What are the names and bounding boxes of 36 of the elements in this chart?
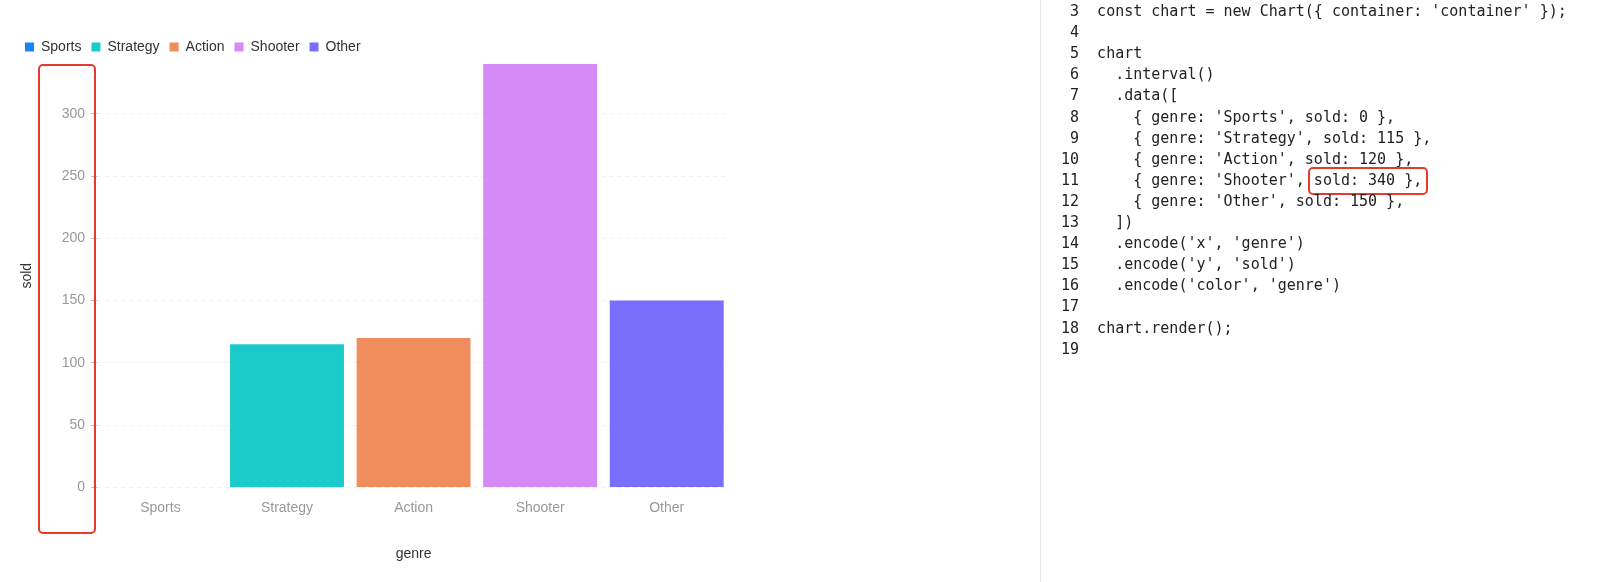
text: 13 ]) [1061, 213, 1134, 231]
text: 16 .encode('color', 'genre') [1061, 276, 1341, 295]
legend-label: Action [185, 37, 225, 54]
text: 7 .data([ [1069, 86, 1179, 105]
y-tick-label: 250 [61, 166, 86, 183]
y-tick-label: 150 [61, 291, 86, 308]
text: 14 .encode('x', 'genre') [1061, 234, 1305, 253]
y-tick-label: 0 [77, 478, 86, 495]
x-axis-title: genre [395, 545, 432, 562]
text: 9 { genre: 'Strategy', sold: 115 }, [1069, 128, 1432, 147]
text: 15 .encode('y', 'sold') [1061, 255, 1296, 274]
y-tick-label: 100 [61, 353, 86, 370]
y-tick-label: 50 [69, 415, 86, 432]
text: 10 { genre: 'Action', sold: 120 }, [1061, 149, 1414, 168]
text: 3 const chart = new Chart({ container: 'container' }); [1069, 2, 1567, 20]
text: 11 { genre: 'Shooter', sold: 340 }, [1061, 170, 1423, 189]
text: 19 [1061, 339, 1081, 358]
legend-label: Shooter [250, 37, 300, 54]
text: 5 chart [1069, 44, 1143, 63]
legend-label: Sports [41, 37, 82, 54]
text: 17 [1061, 297, 1081, 316]
text: 12 { genre: 'Other', sold: 150 }, [1061, 191, 1405, 210]
text: 18 chart.render(); [1061, 318, 1233, 337]
x-tick-label: Sports [140, 498, 181, 515]
y-tick-label: 200 [61, 229, 86, 246]
x-tick-label: Strategy [260, 498, 314, 515]
x-tick-label: Shooter [515, 498, 565, 515]
text: 8 { genre: 'Sports', sold: 0 }, [1069, 107, 1396, 126]
y-axis-title: sold [18, 262, 35, 289]
text: 4 [1069, 23, 1081, 42]
x-tick-label: Other [649, 498, 685, 515]
legend-label: Other [325, 37, 361, 54]
x-tick-label: Action [394, 498, 434, 515]
legend-label: Strategy [107, 37, 160, 54]
text: 6 .interval() [1069, 65, 1215, 84]
y-tick-label: 300 [61, 104, 86, 121]
